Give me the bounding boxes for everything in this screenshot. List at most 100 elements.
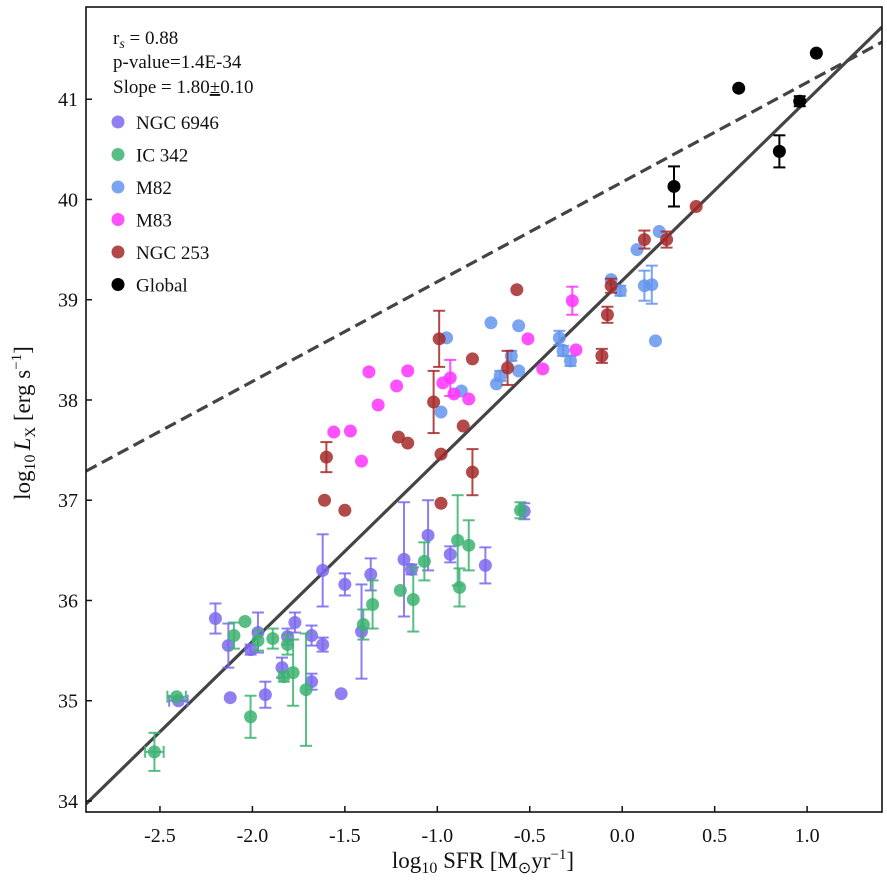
data-point [401, 436, 415, 450]
data-point [305, 629, 319, 643]
data-point [316, 638, 330, 652]
legend-label: M82 [136, 178, 172, 199]
data-point [637, 233, 651, 247]
data-point [427, 395, 441, 409]
legend-label: NGC 6946 [136, 113, 219, 134]
data-point [465, 352, 479, 366]
x-tick-label: 1.0 [795, 825, 820, 847]
data-point [362, 365, 376, 379]
data-point [443, 547, 457, 561]
legend-item: IC 342 [111, 146, 188, 167]
data-point [772, 144, 786, 158]
x-tick-label: 0.5 [702, 825, 727, 847]
data-point [732, 81, 746, 95]
y-axis-ticks: 34 35 36 37 38 39 40 41 [58, 89, 92, 813]
x-tick-label: -0.5 [514, 825, 546, 847]
data-point [595, 349, 609, 363]
data-point [404, 562, 418, 576]
x-axis-ticks: -2.5 -2.0 -1.5 -1.0 -0.5 0.0 0.5 1.0 [144, 806, 820, 847]
data-point [434, 405, 448, 419]
data-point [689, 199, 703, 213]
data-point [266, 632, 280, 646]
x-tick-label: -1.5 [329, 825, 361, 847]
y-tick-label: 36 [58, 590, 78, 612]
data-point [447, 387, 461, 401]
data-point [514, 503, 528, 517]
legend-item: M83 [111, 211, 172, 232]
series-ic-342 [144, 494, 528, 772]
data-point [401, 364, 415, 378]
data-point [793, 94, 807, 108]
data-point [648, 334, 662, 348]
data-point [630, 243, 644, 257]
y-axis-label: log10LX [erg s−1] [9, 346, 39, 500]
data-point [223, 691, 237, 705]
x-tick-label: -1.0 [421, 825, 453, 847]
y-tick-label: 34 [58, 791, 78, 813]
data-point [390, 379, 404, 393]
data-point [343, 424, 357, 438]
data-point [645, 278, 659, 292]
series-global [667, 46, 823, 208]
legend-marker [111, 115, 125, 129]
data-point [462, 392, 476, 406]
data-point [484, 316, 498, 330]
data-point [327, 425, 341, 439]
data-point [456, 419, 470, 433]
data-point [434, 496, 448, 510]
data-point [281, 638, 295, 652]
legend-marker [111, 245, 125, 259]
data-point [299, 683, 313, 697]
series-ngc-6946 [168, 499, 531, 709]
data-point [319, 450, 333, 464]
data-point [251, 634, 265, 648]
data-point [334, 687, 348, 701]
y-tick-label: 41 [58, 89, 78, 111]
plot-frame [85, 6, 883, 813]
series-m82 [434, 225, 666, 419]
data-point [366, 597, 380, 611]
data-point [453, 580, 467, 594]
legend-item: Global [111, 276, 188, 297]
x-tick-label: 0.0 [610, 825, 635, 847]
data-point [501, 361, 515, 375]
data-point [451, 533, 465, 547]
data-point [170, 690, 184, 704]
legend-item: NGC 253 [111, 243, 209, 264]
fit-lines [86, 25, 882, 806]
data-point [489, 377, 503, 391]
legend-marker [111, 213, 125, 226]
data-point [565, 294, 579, 308]
data-point [478, 558, 492, 572]
data-point [667, 179, 681, 193]
spearman-rs-annotation: rs = 0.88 [113, 28, 178, 52]
legend-item: NGC 6946 [111, 113, 219, 134]
data-point [338, 503, 352, 517]
data-point [238, 615, 252, 629]
y-tick-label: 39 [58, 290, 78, 312]
data-point [660, 233, 674, 247]
legend-label: M83 [136, 211, 172, 232]
legend-label: Global [136, 276, 188, 297]
data-point [338, 577, 352, 591]
data-point [318, 493, 332, 507]
legend-marker [111, 180, 125, 194]
y-tick-label: 38 [58, 390, 78, 412]
data-point [147, 745, 161, 759]
legend-marker [111, 148, 125, 161]
data-point [316, 563, 330, 577]
data-point [393, 583, 407, 597]
data-point [600, 308, 614, 322]
data-point [809, 46, 823, 60]
data-point [208, 612, 222, 626]
data-point [355, 454, 369, 468]
data-point [371, 398, 385, 412]
y-tick-label: 37 [58, 490, 78, 512]
data-point [512, 319, 526, 333]
data-point [397, 552, 411, 566]
legend-item: M82 [111, 178, 172, 199]
data-point [462, 538, 476, 552]
data-point [569, 343, 583, 357]
data-point [286, 666, 300, 680]
data-point [356, 618, 370, 632]
